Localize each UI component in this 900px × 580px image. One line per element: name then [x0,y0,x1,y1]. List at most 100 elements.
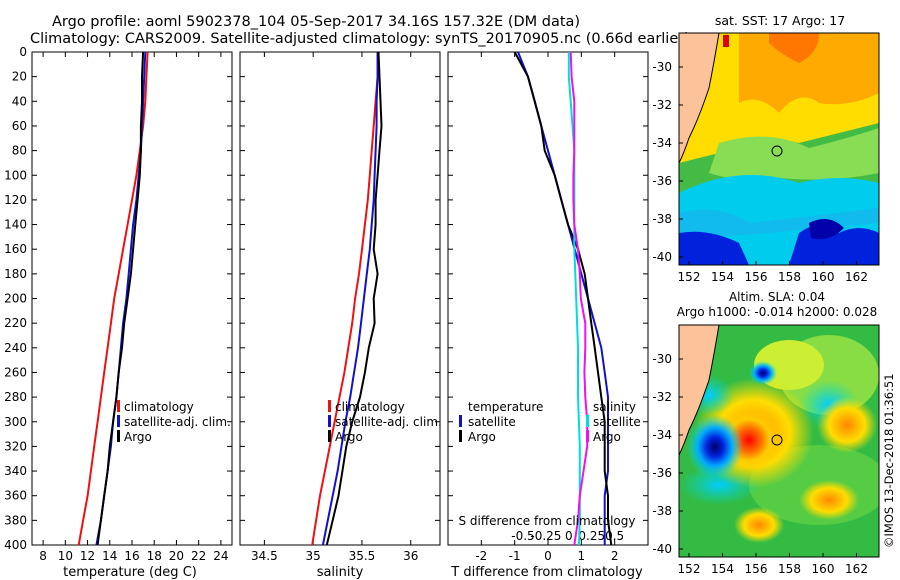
legend-label-s-argo: Argo [593,430,621,444]
map-lat-label: -32 [652,98,672,112]
series-line-s-satellite [567,52,581,545]
map-lon-label: 152 [678,270,701,284]
depth-axis: 0 20 40 60 80 100 120 140 160 180 200 220 240 260 280 3… [4,45,648,552]
depth-tick-label: 100 [4,168,27,182]
legend-title-temperature: temperature [468,400,543,414]
x-tick-label: 36 [403,549,418,563]
depth-tick-label: 300 [4,415,27,429]
map-lat-label: -40 [652,250,672,264]
depth-tick-label: 400 [4,538,27,552]
temperature-series [77,52,149,545]
map-lat-label: -32 [652,390,672,404]
legend-label-climatology: climatology [124,400,194,414]
figure-title-line1: Argo profile: aoml 5902378_104 05-Sep-20… [52,14,580,30]
series-line-t-argo [513,52,613,545]
depth-tick-label: 380 [4,513,27,527]
map-lat-label: -30 [652,60,672,74]
depth-tick-label: 20 [12,70,27,84]
x-tick-label: 35 [306,549,321,563]
sla-map-title-line2: Argo h1000: -0.014 h2000: 0.028 [677,305,878,319]
x-tick-label: 1 [578,549,586,563]
map-lon-label: 158 [778,270,801,284]
x-tick-label: 24 [213,549,228,563]
depth-tick-label: 40 [12,94,27,108]
legend-swatch-t-argo [459,430,462,442]
x-tick-label: 34.5 [251,549,278,563]
legend-label-argo: Argo [335,430,363,444]
map-lon-label: 158 [778,562,801,576]
figure-title-line2: Climatology: CARS2009. Satellite-adjuste… [30,31,690,47]
depth-tick-label: 200 [4,292,27,306]
map-lon-label: 154 [711,562,734,576]
legend-swatch-argo [328,430,331,442]
map-lat-label: -30 [652,352,672,366]
sla-map-title-line1: Altim. SLA: 0.04 [729,290,825,304]
x-tick-label: 10 [58,549,73,563]
sla-map-axes: -30 -32 -34 -36 -38 -40 152 154 156 158 160 162 [652,352,868,576]
legend-swatch-t-satellite [459,415,462,427]
map-lon-label: 160 [812,562,835,576]
s-diff-tick-label: 0.5 [605,529,624,543]
salinity-panel-frame [239,51,441,546]
depth-tick-label: 360 [4,489,27,503]
x-tick-label: 14 [102,549,117,563]
x-tick-label: 18 [147,549,162,563]
salinity-series [311,52,383,545]
x-tick-label: 8 [39,549,47,563]
series-line-satellite-adj-clim- [321,52,379,545]
depth-tick-label: 0 [19,45,27,59]
series-line-satellite-adj-clim- [95,52,147,545]
map-lon-label: 152 [678,562,701,576]
map-lat-label: -38 [652,504,672,518]
legend-swatch-satellite [328,415,331,427]
depth-tick-label: 220 [4,316,27,330]
temperature-legend: climatology satellite-adj. clim. Argo [117,400,231,444]
temperature-xlabel: temperature (deg C) [63,565,197,580]
map-lat-label: -36 [652,466,672,480]
difference-panel-frame [447,51,649,546]
s-diff-tick-label: 0 [565,529,573,543]
x-tick-label: 20 [169,549,184,563]
depth-tick-label: 120 [4,193,27,207]
series-line-argo [325,52,383,545]
temperature-x-axis: 8 10 12 14 16 18 20 22 24 [39,52,229,563]
depth-tick-label: 320 [4,439,27,453]
x-tick-label: 22 [191,549,206,563]
depth-tick-label: 240 [4,341,27,355]
map-lon-label: 162 [845,562,868,576]
legend-label-s-satellite: satellite [593,415,641,429]
legend-label-argo: Argo [124,430,152,444]
legend-swatch-satellite [117,415,120,427]
s-difference-label: S difference from climatology [459,514,636,528]
legend-swatch-s-satellite [586,415,589,427]
depth-tick-label: 160 [4,242,27,256]
depth-tick-label: 280 [4,390,27,404]
legend-label-t-argo: Argo [468,430,496,444]
difference-series [513,52,613,545]
legend-swatch-climatology [328,400,331,412]
map-lat-label: -40 [652,542,672,556]
legend-swatch-argo [117,430,120,442]
x-tick-label: -1 [509,549,521,563]
salinity-legend: climatology satellite-adj. clim. Argo [328,400,442,444]
imos-credit: ©IMOS 13-Dec-2018 01:36:51 [882,373,896,548]
legend-title-salinity: salinity [593,400,636,414]
map-lon-label: 156 [745,270,768,284]
salinity-xlabel: salinity [317,565,364,580]
x-tick-label: 0 [544,549,552,563]
depth-tick-label: 60 [12,119,27,133]
difference-legend: temperature satellite Argo salinity sate… [459,400,641,444]
x-tick-label: -2 [475,549,487,563]
s-diff-tick-label: -0.5 [511,529,534,543]
series-line-climatology [311,52,379,545]
depth-tick-label: 140 [4,218,27,232]
series-line-t-satellite [517,52,609,545]
map-lat-label: -36 [652,174,672,188]
x-tick-label: 35.5 [349,549,376,563]
depth-tick-label: 180 [4,267,27,281]
series-line-s-argo [569,52,589,545]
legend-label-satellite: satellite-adj. clim. [335,415,442,429]
x-tick-label: 16 [124,549,139,563]
salinity-difference-top-axis: -0.5-0.25 0 0.25 0.5 [511,529,624,543]
